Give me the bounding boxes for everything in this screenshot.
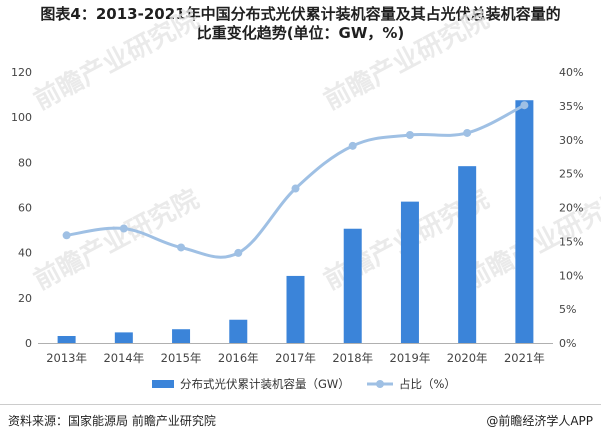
brand-credit: @前瞻经济学人APP — [486, 414, 593, 428]
bar-1 — [114, 332, 133, 343]
x-tick-label-5: 2018年 — [332, 351, 373, 365]
watermark-1: 前瞻产业研究院 — [319, 3, 494, 116]
right-tick-label-4: 20% — [559, 202, 583, 215]
x-tick-label-6: 2019年 — [390, 351, 431, 365]
bar-3 — [229, 319, 248, 343]
share-point-4 — [291, 184, 300, 193]
chart-title-line2: 比重变化趋势(单位：GW，%) — [196, 24, 405, 42]
bar-6 — [400, 201, 419, 343]
bar-2 — [172, 329, 191, 343]
right-tick-label-7: 35% — [559, 100, 583, 113]
share-point-2 — [177, 243, 186, 252]
footer-divider — [0, 404, 601, 405]
left-tick-label-2: 40 — [18, 247, 32, 260]
right-tick-label-0: 0% — [559, 337, 576, 350]
x-tick-label-7: 2020年 — [447, 351, 488, 365]
share-point-3 — [234, 248, 243, 257]
legend-bar-label: 分布式光伏累计装机容量（GW） — [180, 377, 350, 391]
right-tick-label-3: 15% — [559, 235, 583, 248]
share-point-7 — [463, 128, 472, 137]
share-point-8 — [520, 101, 529, 110]
left-tick-label-4: 80 — [18, 156, 32, 169]
left-tick-label-0: 0 — [25, 337, 32, 350]
left-tick-label-3: 60 — [18, 202, 32, 215]
share-point-5 — [348, 141, 357, 150]
left-tick-label-1: 20 — [18, 292, 32, 305]
x-tick-label-1: 2014年 — [103, 351, 144, 365]
share-point-1 — [119, 224, 128, 233]
bar-4 — [286, 275, 305, 343]
legend-line-label: 占比（%） — [399, 377, 456, 391]
x-tick-label-8: 2021年 — [504, 351, 545, 365]
share-point-6 — [405, 131, 414, 140]
bar-8 — [515, 100, 534, 344]
legend-bar-swatch — [152, 380, 174, 388]
bar-7 — [458, 166, 477, 343]
watermark-0: 前瞻产业研究院 — [29, 3, 204, 116]
left-tick-label-5: 100 — [11, 111, 32, 124]
right-tick-label-1: 5% — [559, 303, 576, 316]
right-tick-label-8: 40% — [559, 66, 583, 79]
bar-5 — [343, 228, 362, 343]
x-tick-label-2: 2015年 — [161, 351, 202, 365]
source-note: 资料来源：国家能源局 前瞻产业研究院 — [8, 414, 216, 428]
share-point-0 — [62, 231, 71, 240]
bar-0 — [57, 335, 76, 343]
left-tick-label-6: 120 — [11, 66, 32, 79]
right-tick-label-6: 30% — [559, 134, 583, 147]
right-tick-label-2: 10% — [559, 269, 583, 282]
x-tick-label-0: 2013年 — [46, 351, 87, 365]
right-tick-label-5: 25% — [559, 168, 583, 181]
chart-title-line1: 图表4：2013-2021年中国分布式光伏累计装机容量及其占光伏总装机容量的 — [40, 5, 561, 23]
legend-line-marker — [376, 380, 384, 388]
x-tick-label-3: 2016年 — [218, 351, 259, 365]
x-tick-label-4: 2017年 — [275, 351, 316, 365]
watermark-2: 前瞻产业研究院 — [29, 183, 204, 296]
